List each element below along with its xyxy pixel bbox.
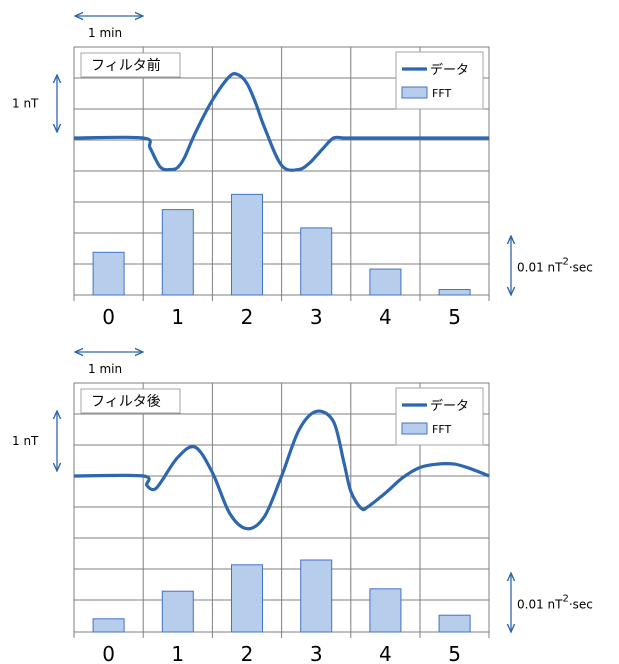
chart-title: フィルタ前: [91, 57, 161, 74]
legend-bar-label: FFT: [432, 87, 451, 100]
time-scale-label: 1 min: [88, 362, 122, 376]
legend-bar-swatch: [401, 86, 428, 99]
power-scale-sup: 2: [562, 594, 568, 605]
bar-5: [438, 614, 471, 633]
x-tick-label-3: 3: [310, 642, 323, 664]
data-line: [73, 409, 490, 531]
bar-0: [92, 618, 125, 633]
chart-panel-2: 1 min 1 nT 0 1 2 3 4 5 フィルタ後 データ FFT 0.01 nT2·sec: [12, 352, 593, 664]
bar-1: [161, 209, 194, 296]
legend-bar-label: FFT: [432, 423, 451, 436]
x-tick-label-4: 4: [379, 305, 392, 329]
power-scale-label: 0.01 nT2·sec: [517, 257, 593, 275]
amplitude-scale-label: 1 nT: [12, 97, 39, 111]
bar-3: [300, 559, 333, 633]
chart-panel-1: 1 min 1 nT 0 1 2 3 4 5 フィルタ前 データ FFT 0.01 nT2·sec: [12, 16, 593, 329]
x-tick-label-0: 0: [102, 642, 115, 664]
power-scale-label: 0.01 nT2·sec: [517, 594, 593, 612]
time-scale-label: 1 min: [88, 26, 122, 40]
x-tick-label-1: 1: [171, 305, 184, 329]
legend-line-label: データ: [430, 62, 469, 78]
bar-5: [438, 289, 471, 296]
x-tick-label-2: 2: [241, 305, 254, 329]
x-tick-label-1: 1: [171, 642, 184, 664]
bar-2: [231, 564, 263, 633]
x-tick-label-5: 5: [448, 642, 461, 664]
x-tick-label-3: 3: [310, 305, 323, 329]
bar-1: [161, 590, 194, 633]
power-scale-suffix: ·sec: [569, 598, 593, 612]
legend: データ FFT: [395, 51, 484, 110]
data-line: [73, 72, 490, 172]
power-scale-sup: 2: [562, 257, 568, 268]
x-tick-label-4: 4: [379, 642, 392, 664]
x-tick-label-5: 5: [448, 305, 461, 329]
bar-4: [369, 268, 402, 296]
title-box: [80, 52, 181, 78]
bar-0: [92, 251, 125, 296]
legend-box: [395, 51, 484, 110]
x-tick-label-2: 2: [241, 642, 254, 664]
bar-4: [369, 588, 402, 633]
power-scale-suffix: ·sec: [569, 261, 593, 275]
bar-2: [231, 193, 263, 296]
legend-line-label: データ: [430, 398, 469, 414]
title-box: [80, 388, 181, 414]
x-tick-label-0: 0: [102, 305, 115, 329]
legend: データ FFT: [395, 387, 484, 446]
bar-3: [300, 227, 333, 296]
legend-bar-swatch: [401, 422, 428, 435]
amplitude-scale-label: 1 nT: [12, 434, 39, 448]
chart-title: フィルタ後: [91, 394, 161, 410]
legend-box: [395, 387, 484, 446]
